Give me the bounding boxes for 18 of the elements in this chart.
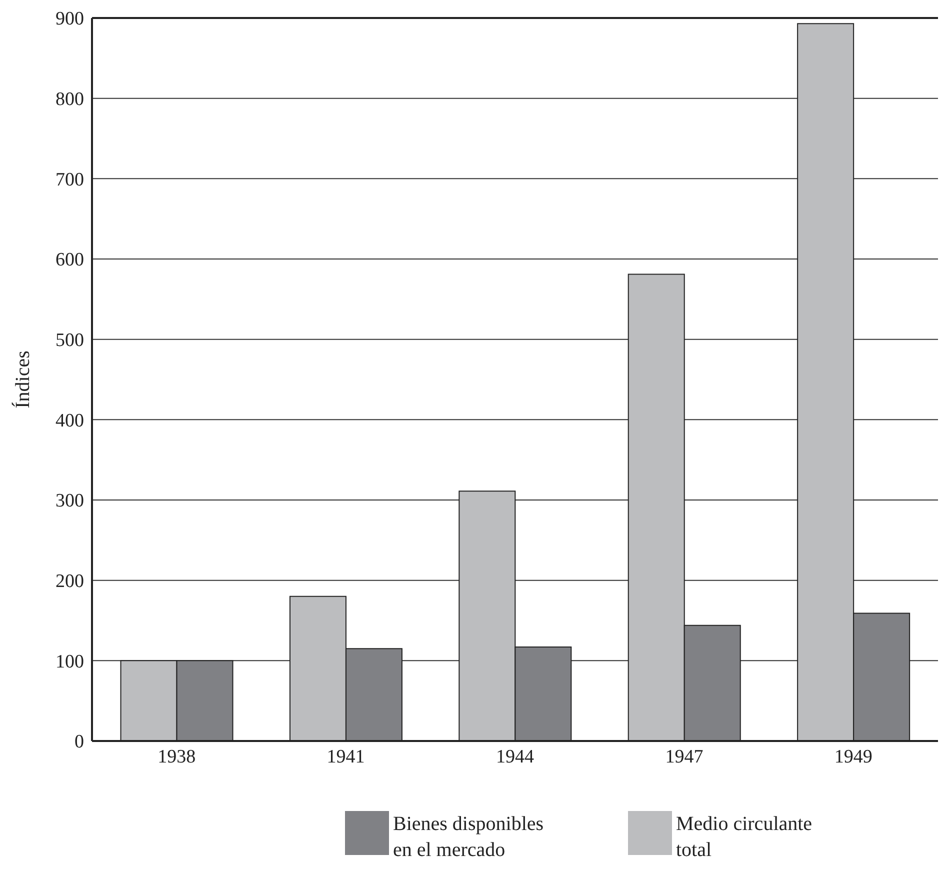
y-tick-label: 300 <box>56 490 84 512</box>
x-tick-label: 1938 <box>158 746 196 768</box>
legend-label: Bienes disponibles en el mercado <box>393 812 545 863</box>
y-tick-label: 700 <box>56 169 84 190</box>
x-tick-label: 1944 <box>496 746 534 768</box>
legend-label: Medio circulante total <box>676 812 814 863</box>
y-tick-label: 900 <box>56 8 84 30</box>
y-axis-title: Índices <box>11 350 34 408</box>
y-tick-label: 100 <box>56 651 84 672</box>
y-tick-label: 600 <box>56 250 84 271</box>
y-tick-label: 500 <box>56 330 84 352</box>
y-tick-label: 0 <box>74 732 84 753</box>
y-tick-label: 800 <box>56 89 84 110</box>
x-tick-label: 1949 <box>834 746 872 768</box>
x-tick-label: 1941 <box>326 746 365 768</box>
x-tick-label: 1947 <box>665 746 704 768</box>
y-tick-label: 400 <box>56 410 84 432</box>
y-tick-label: 200 <box>56 571 84 592</box>
